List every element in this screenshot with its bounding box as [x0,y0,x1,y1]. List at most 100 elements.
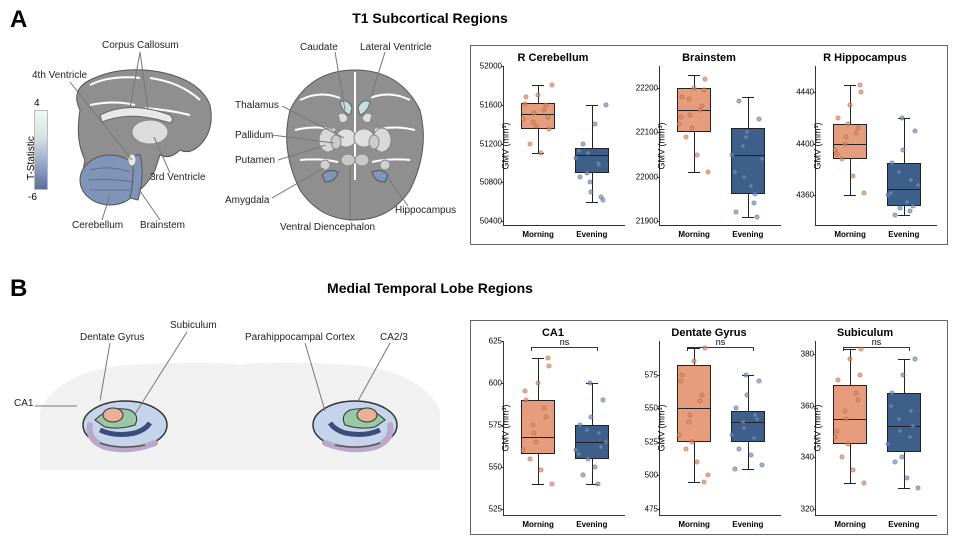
data-point [901,147,906,152]
ytick: 320 [788,505,814,514]
x-category: Evening [888,520,919,529]
data-point [698,399,703,404]
data-point [915,182,920,187]
data-point [755,416,760,421]
data-point [733,406,738,411]
ytick: 50800 [476,178,502,187]
sig-label: ns [872,337,882,347]
sig-label: ns [716,337,726,347]
x-category: Morning [522,230,554,239]
data-point [522,389,527,394]
data-point [535,381,540,386]
data-point [530,423,535,428]
x-category: Morning [522,520,554,529]
data-point [737,446,742,451]
data-point [587,180,592,185]
data-point [889,160,894,165]
section-a-title: T1 Subcortical Regions [352,10,508,26]
y-axis-label: GMV (mm³) [657,122,667,169]
lbl-putamen: Putamen [235,155,275,166]
ytick: 22000 [632,172,658,181]
data-point [698,108,703,113]
data-point [550,481,555,486]
data-point [743,134,748,139]
data-point [706,170,711,175]
data-point [834,429,839,434]
data-point [585,456,590,461]
y-axis-label: GMV (mm³) [813,122,823,169]
ytick: 21900 [632,217,658,226]
data-point [901,372,906,377]
chart-title: R Hippocampus [787,52,943,64]
ytick: 4360 [788,191,814,200]
data-point [577,423,582,428]
data-point [581,141,586,146]
data-point [702,77,707,82]
data-point [676,433,681,438]
chart-title: Dentate Gyrus [631,327,787,339]
data-point [844,135,849,140]
data-point [904,475,909,480]
data-point [846,122,851,127]
data-point [862,190,867,195]
data-point [690,439,695,444]
ytick: 22100 [632,128,658,137]
data-point [680,372,685,377]
data-point [832,434,837,439]
box-evening [887,393,921,452]
data-point [751,201,756,206]
data-point [730,152,735,157]
data-point [581,473,586,478]
ytick: 550 [476,463,502,472]
data-point [748,183,753,188]
ytick: 575 [476,421,502,430]
colorbar-min: -6 [28,192,37,203]
chart-title: Subiculum [787,327,943,339]
data-point [595,160,600,165]
data-point [701,88,706,93]
data-point [592,465,597,470]
data-point [730,433,735,438]
x-category: Morning [678,520,710,529]
data-point [839,157,844,162]
data-point [678,379,683,384]
data-point [520,448,525,453]
data-point [599,444,604,449]
data-point [907,434,912,439]
ytick: 525 [632,437,658,446]
plot-area: GMV (mm³)475500525550575nsMorningEvening [659,341,781,516]
data-point [546,126,551,131]
data-point [522,101,527,106]
data-point [688,412,693,417]
data-point [576,149,581,154]
data-point [577,175,582,180]
data-point [756,117,761,122]
data-point [585,151,590,156]
plot-area: GMV (mm³)320340360380nsMorningEvening [815,341,937,516]
data-point [842,408,847,413]
plot-area: GMV (mm³)21900220002210022200MorningEven… [659,66,781,226]
data-point [896,169,901,174]
data-point [683,134,688,139]
data-point [694,459,699,464]
ytick: 4400 [788,139,814,148]
data-point [912,357,917,362]
colorbar-title: T-Statistic [26,136,37,180]
data-point [740,143,745,148]
data-point [603,439,608,444]
data-point [889,390,894,395]
data-point [574,156,579,161]
boxplot-subiculum: Subiculum GMV (mm³)320340360380nsMorningE… [787,327,943,516]
x-category: Evening [732,520,763,529]
x-category: Evening [576,230,607,239]
box-morning [521,400,555,454]
lbl-thalamus: Thalamus [235,100,279,111]
x-category: Evening [888,230,919,239]
data-point [587,381,592,386]
data-point [741,426,746,431]
y-axis-label: GMV (mm³) [501,405,511,452]
plot-area: GMV (mm³)5040050800512005160052000Mornin… [503,66,625,226]
data-point [915,486,920,491]
colorbar-max: 4 [34,98,40,109]
data-point [909,408,914,413]
